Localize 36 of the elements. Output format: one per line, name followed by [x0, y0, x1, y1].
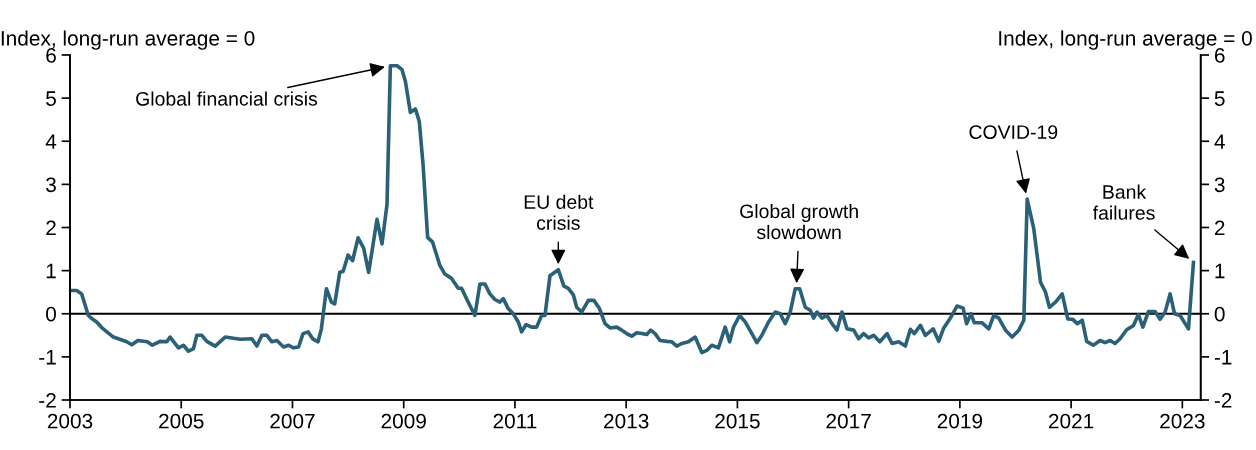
x-tick-label: 2019	[937, 413, 983, 429]
annotation: Global financial crisis	[136, 91, 318, 106]
x-tick-label: 2009	[381, 413, 426, 429]
y2-tick-label: -2	[1214, 393, 1232, 408]
y2-tick-label: 4	[1214, 134, 1225, 149]
x-tick-label: 2015	[715, 413, 760, 429]
line-series	[70, 63, 1196, 355]
x-tick-label: 2003	[47, 413, 93, 429]
y-tick-label: 2	[46, 220, 56, 236]
y-tick-label: 3	[46, 177, 56, 193]
annotation: Bank failures	[1092, 184, 1155, 220]
y-tick-label: 6	[46, 48, 56, 63]
annotation: Global growth slowdown	[740, 203, 858, 240]
y2-tick-label: 6	[1214, 48, 1225, 63]
x-tick-label: 2017	[826, 413, 871, 429]
y2-tick-label: 2	[1214, 220, 1225, 236]
y2-tick-label: -1	[1214, 350, 1232, 365]
annotation: EU debt crisis	[524, 194, 594, 230]
y-axis-title: Index, long-run average = 0	[1, 30, 255, 50]
y2-tick-label: 5	[1214, 91, 1225, 106]
x-tick-label: 2011	[493, 413, 537, 429]
x-tick-label: 2013	[604, 413, 649, 429]
annotation: COVID-19	[969, 125, 1058, 139]
y-tick-label: -2	[39, 393, 56, 408]
y-tick-label: 5	[46, 91, 56, 106]
x-tick-label: 2007	[270, 413, 315, 429]
y-tick-label: 4	[45, 134, 57, 149]
y2-tick-label: 1	[1215, 263, 1225, 279]
y-tick-label: 1	[46, 263, 56, 279]
y2-tick-label: 0	[1214, 306, 1225, 322]
x-tick-label: 2023	[1160, 413, 1205, 429]
x-tick-label: 2021	[1048, 413, 1094, 429]
y2-tick-label: 3	[1214, 177, 1225, 193]
x-tick-label: 2005	[159, 413, 204, 429]
y-tick-label: 0	[46, 306, 56, 322]
y-tick-label: -1	[39, 350, 56, 365]
